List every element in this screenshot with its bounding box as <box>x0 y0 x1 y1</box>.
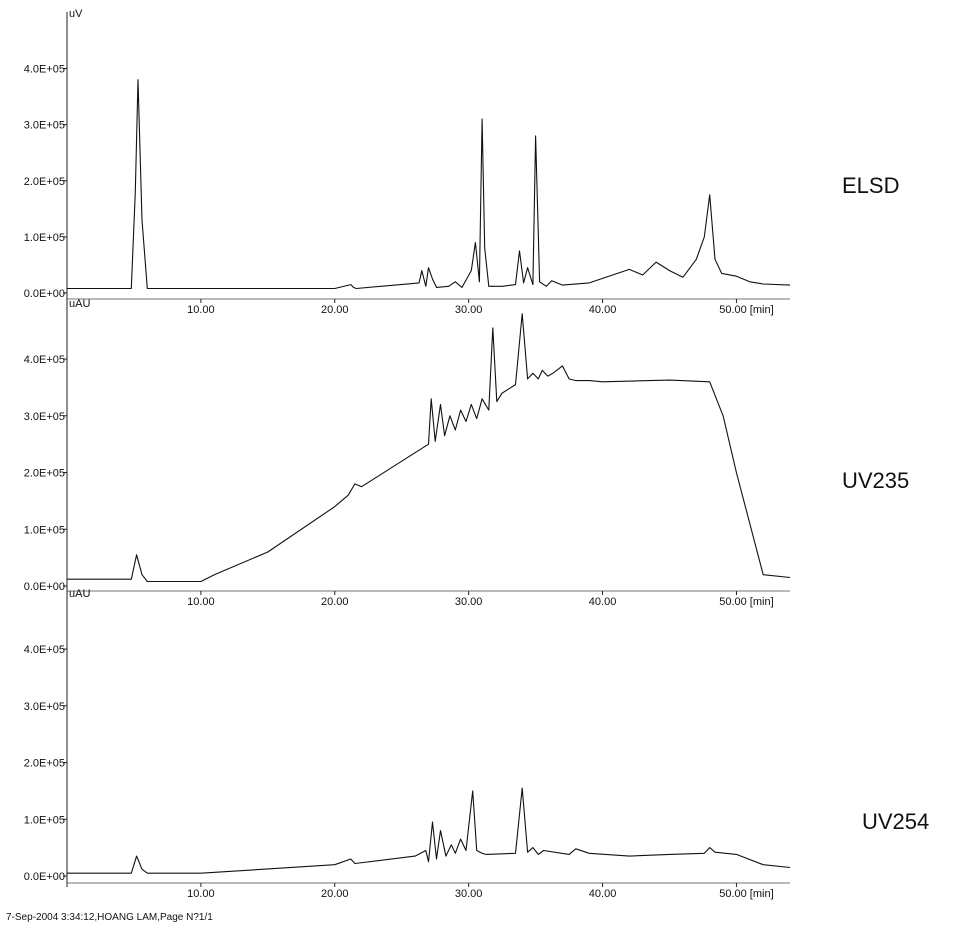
elsd-x-tick-label: 30.00 <box>455 304 483 316</box>
uv254-x-tick-label: 10.00 <box>187 888 215 900</box>
uv235-x-tick-label: 10.00 <box>187 596 215 608</box>
elsd-x-tick-label: 40.00 <box>589 304 617 316</box>
elsd-x-tick-label: 50.00 [min] <box>719 304 773 316</box>
uv254-y-tick-label: 3.0E+05 <box>24 701 65 713</box>
elsd-y-tick-label: 3.0E+05 <box>24 120 65 132</box>
uv235-y-tick-label: 0.0E+00 <box>24 581 65 593</box>
uv254-y-tick-label: 2.0E+05 <box>24 758 65 770</box>
uv235-y-tick-label: 3.0E+05 <box>24 411 65 423</box>
uv235-x-tick-label: 50.00 [min] <box>719 596 773 608</box>
uv254-x-tick-label: 50.00 [min] <box>719 888 773 900</box>
elsd-y-tick-label: 0.0E+00 <box>24 288 65 300</box>
uv254-x-tick-label: 30.00 <box>455 888 483 900</box>
uv254-x-tick-label: 20.00 <box>321 888 349 900</box>
print-footer: 7-Sep-2004 3:34:12,HOANG LAM,Page N?1/1 <box>6 912 213 923</box>
uv235-x-tick-label: 30.00 <box>455 596 483 608</box>
elsd-trace <box>67 79 791 290</box>
uv254-x-tick-label: 40.00 <box>589 888 617 900</box>
elsd-x-tick-label: 20.00 <box>321 304 349 316</box>
uv235-trace <box>67 313 791 583</box>
elsd-y-tick-label: 4.0E+05 <box>24 64 65 76</box>
uv235-x-tick-label: 40.00 <box>589 596 617 608</box>
elsd-y-tick-label: 1.0E+05 <box>24 232 65 244</box>
uv254-detector-label: UV254 <box>862 809 929 834</box>
elsd-y-tick-label: 2.0E+05 <box>24 176 65 188</box>
uv235-x-tick-label: 20.00 <box>321 596 349 608</box>
uv254-y-tick-label: 1.0E+05 <box>24 814 65 826</box>
elsd-x-tick-label: 10.00 <box>187 304 215 316</box>
uv254-trace <box>67 787 791 874</box>
uv235-y-tick-label: 1.0E+05 <box>24 524 65 536</box>
uv235-unit-label: uAU <box>69 298 90 310</box>
uv254-y-tick-label: 0.0E+00 <box>24 871 65 883</box>
uv254-unit-label: uAU <box>69 588 90 600</box>
uv254-y-tick-label: 4.0E+05 <box>24 644 65 656</box>
uv235-detector-label: UV235 <box>842 468 909 493</box>
elsd-unit-label: uV <box>69 8 83 20</box>
elsd-detector-label: ELSD <box>842 173 899 198</box>
uv235-y-tick-label: 4.0E+05 <box>24 354 65 366</box>
uv235-y-tick-label: 2.0E+05 <box>24 468 65 480</box>
